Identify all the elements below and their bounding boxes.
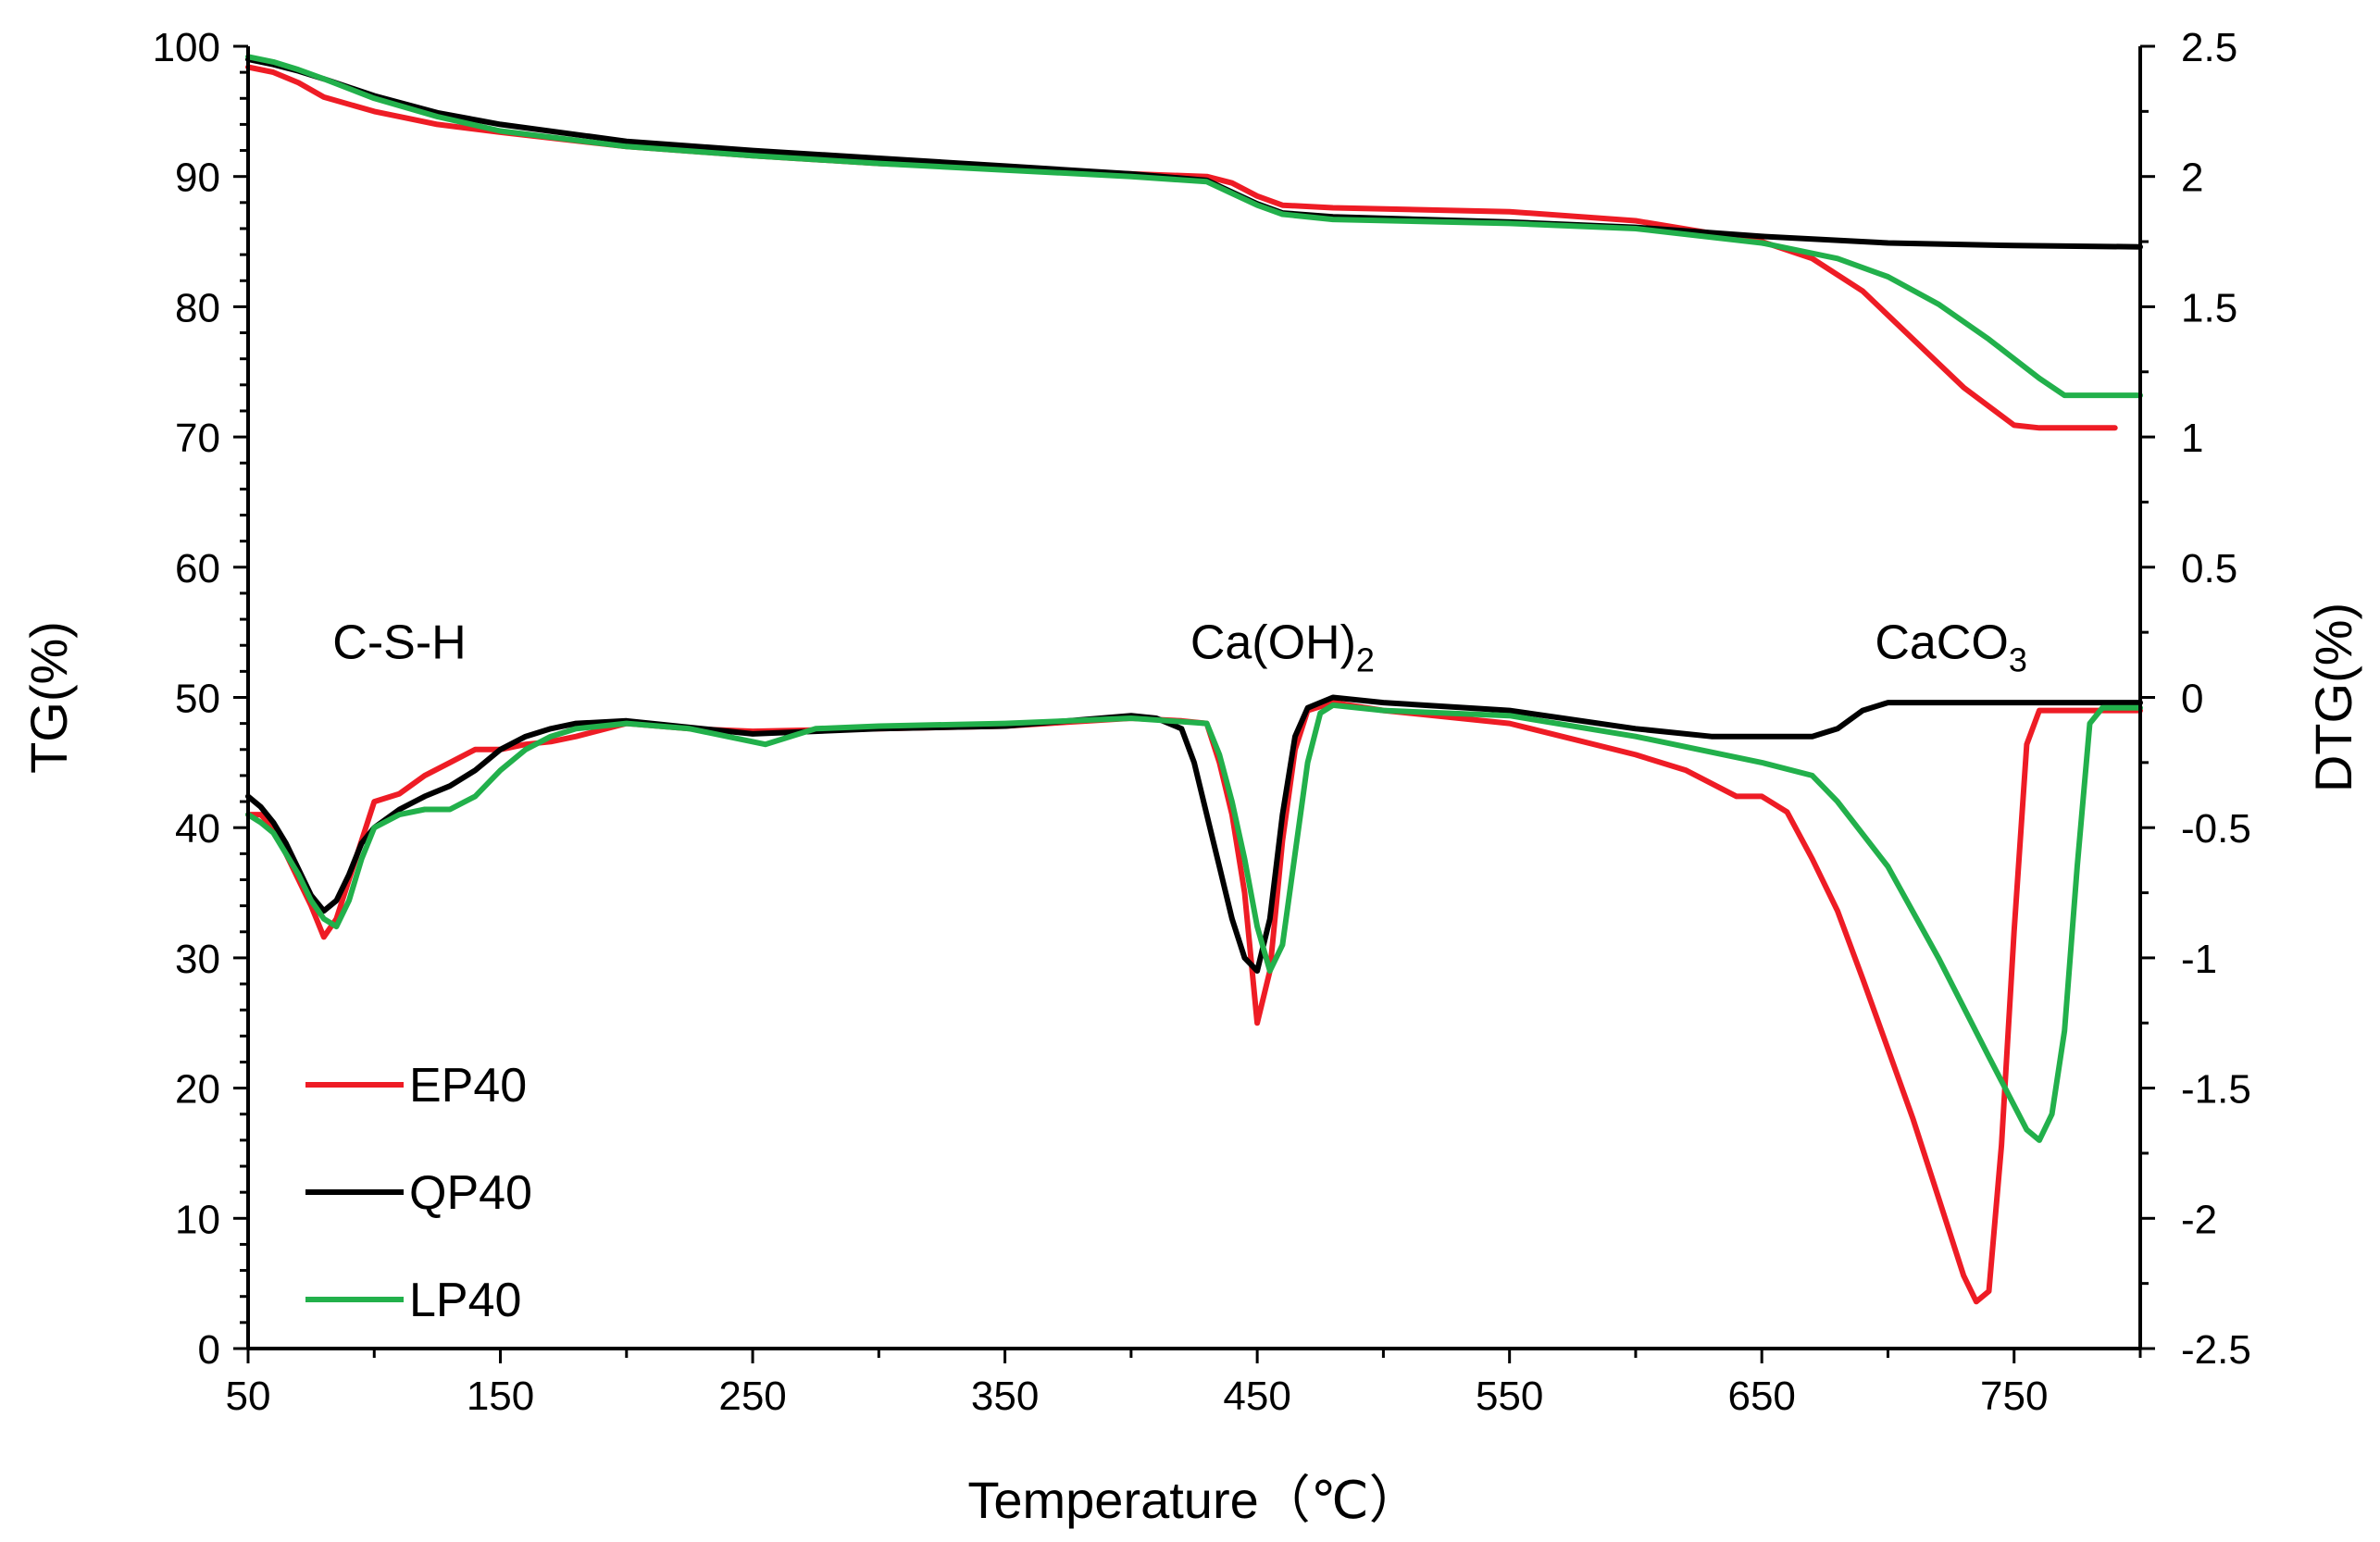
peak-annotation: CaCO3 xyxy=(1875,616,2027,678)
series-line-ep40 xyxy=(245,64,2118,431)
legend-label-qp40: QP40 xyxy=(409,1166,532,1220)
series-layer xyxy=(245,54,2143,1305)
series-line-lp40-dtg xyxy=(245,702,2143,1143)
series-line-ep40-dtg xyxy=(245,700,2143,1305)
y-left-tick-label: 20 xyxy=(175,1067,220,1113)
peak-annotation: C-S-H xyxy=(332,616,466,669)
x-tick-label: 550 xyxy=(1476,1374,1543,1419)
y-right-tick-label: -2 xyxy=(2181,1197,2217,1242)
x-tick-label: 750 xyxy=(1980,1374,2048,1419)
y-left-tick-label: 10 xyxy=(175,1197,220,1242)
y-right-tick-label: -1 xyxy=(2181,937,2217,982)
series-line-lp40 xyxy=(245,54,2143,399)
y-right-tick-label: -0.5 xyxy=(2181,806,2251,852)
y-left-tick-label: 80 xyxy=(175,285,220,330)
y-right-tick-label: 0.5 xyxy=(2181,546,2237,591)
y-left-tick-label: 0 xyxy=(198,1327,220,1373)
x-tick-label: 450 xyxy=(1223,1374,1290,1419)
y-left-tick-label: 30 xyxy=(175,937,220,982)
x-tick-label: 150 xyxy=(467,1374,534,1419)
y-right-tick-label: 2.5 xyxy=(2181,25,2237,70)
y-right-tick-label: 2 xyxy=(2181,155,2203,201)
y-left-tick-label: 90 xyxy=(175,155,220,201)
x-tick-label: 50 xyxy=(226,1374,271,1419)
y-left-tick-label: 50 xyxy=(175,677,220,722)
legend: EP40 QP40 LP40 xyxy=(305,1059,532,1327)
axes-layer xyxy=(233,44,2155,1363)
y-right-tick-label: 0 xyxy=(2181,677,2203,722)
y-left-tick-label: 100 xyxy=(153,25,220,70)
y-right-tick-label: 1 xyxy=(2181,416,2203,461)
y-axis-right-title: DTG(%) xyxy=(2304,603,2362,792)
y-left-tick-label: 70 xyxy=(175,416,220,461)
x-tick-label: 350 xyxy=(971,1374,1039,1419)
y-left-tick-label: 60 xyxy=(175,546,220,591)
x-tick-label: 250 xyxy=(718,1374,786,1419)
y-right-tick-label: 1.5 xyxy=(2181,285,2237,330)
x-tick-label: 650 xyxy=(1727,1374,1795,1419)
legend-label-lp40: LP40 xyxy=(409,1274,521,1327)
y-right-tick-label: -2.5 xyxy=(2181,1327,2251,1373)
peak-annotation: Ca(OH)2 xyxy=(1190,616,1375,678)
y-left-tick-label: 40 xyxy=(175,806,220,852)
labels-layer: 50 150 250 350 450 550 650 75001020304050607080… xyxy=(19,25,2362,1529)
x-axis-title: Temperature（℃） xyxy=(967,1471,1420,1529)
legend-label-ep40: EP40 xyxy=(409,1059,527,1113)
y-axis-left-title: TG(%) xyxy=(19,621,78,774)
y-right-tick-label: -1.5 xyxy=(2181,1067,2251,1113)
